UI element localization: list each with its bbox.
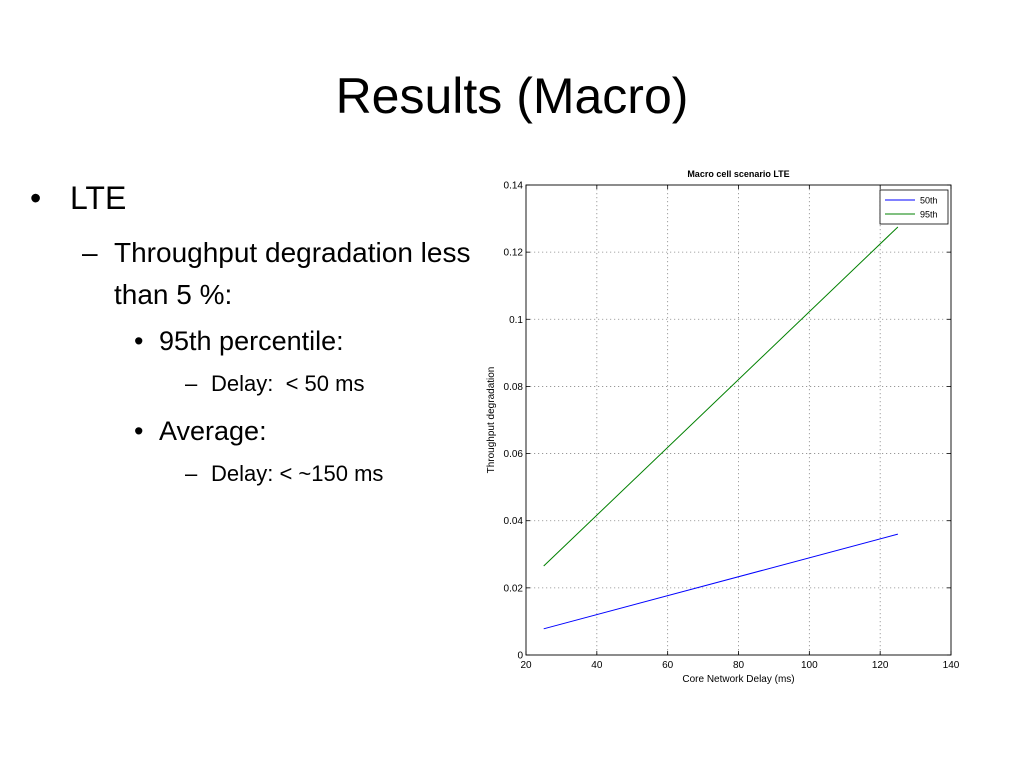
chart-title: Macro cell scenario LTE (687, 169, 789, 179)
bullet-text-throughput: Throughput degradation less than 5 %: (114, 237, 471, 310)
x-tick-label: 20 (520, 660, 532, 671)
plot-area (526, 185, 951, 655)
slide-title: Results (Macro) (335, 68, 689, 124)
bullet-text-delay-average: Delay: < ~150 ms (211, 461, 384, 486)
bullet-marker: • (134, 416, 144, 446)
y-tick-label: 0 (517, 651, 523, 662)
y-tick-label: 0.04 (504, 516, 524, 527)
x-axis-label: Core Network Delay (ms) (682, 674, 794, 685)
bullet-text-lte: LTE (70, 180, 127, 216)
x-tick-label: 100 (801, 660, 818, 671)
y-tick-label: 0.12 (504, 248, 524, 259)
series-line-95th (543, 226, 899, 567)
x-tick-label: 60 (662, 660, 674, 671)
y-axis-label: Throughput degradation (486, 367, 497, 474)
y-tick-label: 0.02 (504, 583, 524, 594)
y-tick-label: 0.08 (504, 382, 524, 393)
legend-label: 95th (920, 210, 938, 220)
x-tick-label: 120 (872, 660, 889, 671)
bullet-marker: • (30, 180, 42, 216)
dash-marker: – (185, 371, 198, 396)
series-line-50th (543, 533, 899, 630)
bullet-marker: • (134, 326, 144, 356)
y-tick-label: 0.1 (509, 315, 523, 326)
x-tick-label: 40 (591, 660, 603, 671)
legend-box (879, 189, 949, 225)
dash-marker: – (185, 461, 198, 486)
bullet-text-95th: 95th percentile: (159, 326, 344, 356)
dash-marker: – (82, 237, 98, 268)
x-tick-label: 140 (943, 660, 960, 671)
y-tick-label: 0.06 (504, 449, 524, 460)
y-tick-label: 0.14 (504, 181, 524, 192)
bullet-text-delay-95th: Delay: < 50 ms (211, 371, 365, 396)
bullet-text-average: Average: (159, 416, 267, 446)
x-tick-label: 80 (733, 660, 745, 671)
legend-label: 50th (920, 196, 938, 206)
line-chart: 20 40 60 80 100 120 140 0 0.02 0.04 0.06 0.08 0.1 0.1… (486, 169, 960, 685)
